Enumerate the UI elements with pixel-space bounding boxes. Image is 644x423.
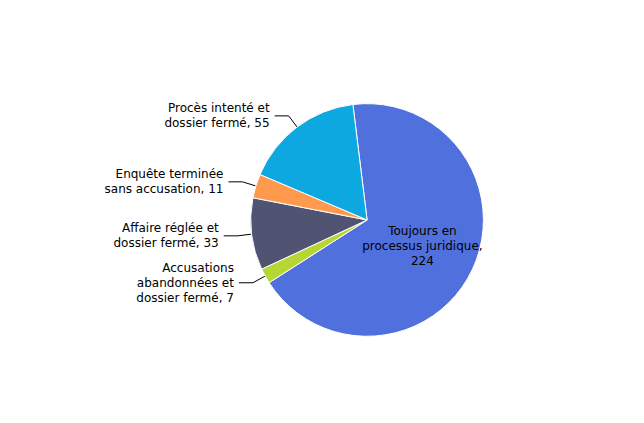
svg-text:abandonnées et: abandonnées et <box>137 276 234 290</box>
svg-text:Procès intenté et: Procès intenté et <box>168 101 270 115</box>
svg-text:Enquête terminée: Enquête terminée <box>116 167 224 181</box>
svg-text:Accusations: Accusations <box>162 261 234 275</box>
svg-text:processus juridique,: processus juridique, <box>362 239 482 253</box>
svg-text:dossier fermé, 7: dossier fermé, 7 <box>136 291 234 305</box>
svg-text:Affaire réglée et: Affaire réglée et <box>122 221 219 235</box>
svg-text:dossier fermé, 55: dossier fermé, 55 <box>164 116 269 130</box>
svg-text:sans accusation, 11: sans accusation, 11 <box>105 182 224 196</box>
svg-text:dossier fermé, 33: dossier fermé, 33 <box>113 236 218 250</box>
svg-text:Toujours en: Toujours en <box>387 224 457 238</box>
svg-text:224: 224 <box>411 254 434 268</box>
